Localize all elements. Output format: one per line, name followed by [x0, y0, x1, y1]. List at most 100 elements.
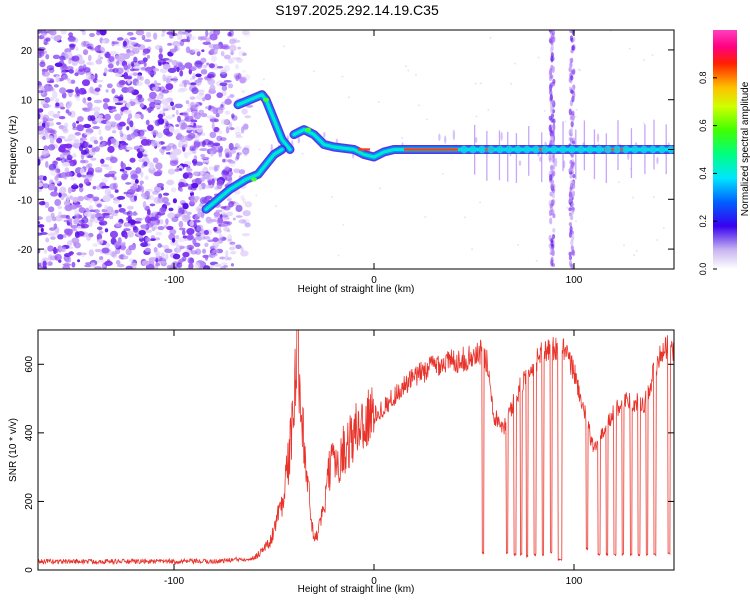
- spectrogram-noise-cell: [109, 121, 117, 126]
- spectrogram-noise-cell: [596, 133, 600, 143]
- spectrogram-noise-cell: [126, 146, 133, 151]
- spectrogram-noise-cell: [167, 212, 176, 219]
- spectrogram-noise-cell: [76, 195, 85, 202]
- spectrogram-noise-cell: [55, 168, 61, 174]
- spectrogram-noise-cell: [40, 232, 48, 235]
- spectrogram-noise-cell: [651, 54, 654, 57]
- spectrogram-noise-cell: [77, 225, 82, 230]
- spectrogram-noise-cell: [137, 74, 142, 80]
- spectrogram-noise-cell: [38, 182, 44, 188]
- spectrogram-noise-cell: [107, 105, 113, 111]
- spectrogram-noise-cell: [98, 128, 102, 136]
- spectrogram-noise-cell: [208, 166, 214, 171]
- spectrogram-noise-cell: [230, 263, 234, 267]
- spectrogram-noise-cell: [95, 79, 104, 83]
- spectrogram-noise-cell: [228, 121, 233, 129]
- track-blob: [478, 145, 486, 154]
- spectrogram-noise-cell: [143, 39, 152, 42]
- spectrogram-noise-cell: [572, 68, 576, 75]
- track-blob: [469, 145, 477, 154]
- spectrogram-noise-cell: [190, 105, 197, 111]
- spectrogram-noise-cell: [213, 211, 221, 217]
- spectrogram-noise-cell: [76, 124, 84, 132]
- spectrogram-noise-cell: [146, 266, 153, 269]
- spectrogram-noise-cell: [61, 149, 70, 153]
- spectrogram-noise-cell: [89, 209, 96, 213]
- spectrogram-noise-cell: [191, 179, 196, 184]
- spectrogram-noise-cell: [570, 245, 574, 251]
- spectrogram-noise-cell: [221, 262, 228, 265]
- spectrogram-noise-cell: [568, 108, 572, 116]
- spectrogram-noise-cell: [550, 248, 554, 256]
- spectrogram-noise-cell: [550, 74, 554, 80]
- spectrogram-noise-cell: [47, 183, 56, 191]
- spectrogram-noise-cell: [104, 260, 113, 267]
- spectrogram-noise-cell: [65, 214, 71, 220]
- spectrogram-noise-cell: [548, 124, 552, 132]
- spectrogram-noise-cell: [572, 173, 576, 179]
- spectrogram-noise-cell: [96, 226, 103, 231]
- spectrogram-noise-cell: [80, 223, 89, 229]
- spectrogram-noise-cell: [168, 207, 174, 212]
- spectrogram-noise-cell: [123, 109, 132, 115]
- spectrogram-noise-cell: [112, 182, 118, 190]
- spectrogram-noise-cell: [231, 37, 238, 41]
- spectrogram-noise-cell: [107, 139, 112, 147]
- spectrogram-noise-cell: [66, 154, 73, 161]
- spectrogram-noise-cell: [161, 98, 170, 105]
- spectrogram-noise-cell: [452, 129, 456, 141]
- spectrogram-noise-cell: [92, 243, 98, 247]
- spectrogram-noise-cell: [77, 259, 81, 263]
- track-blob: [595, 145, 603, 154]
- spectrogram-noise-cell: [514, 62, 517, 65]
- spectrogram-noise-cell: [130, 244, 136, 251]
- spectrogram-noise-cell: [566, 206, 569, 209]
- spectrogram-noise-cell: [127, 188, 136, 195]
- spectrogram-noise-cell: [166, 179, 175, 186]
- spectrogram-noise-cell: [194, 125, 203, 128]
- spectrogram-noise-cell: [53, 231, 60, 235]
- spectrogram-noise-cell: [198, 185, 203, 191]
- spectrogram-noise-cell: [189, 191, 195, 197]
- spectrogram-noise-cell: [221, 43, 229, 47]
- spectrogram-noise-cell: [235, 215, 243, 218]
- spectrogram-noise-cell: [208, 104, 212, 111]
- spectrogram-noise-cell: [129, 157, 136, 163]
- spectrogram-noise-cell: [74, 72, 79, 77]
- spectrogram-noise-cell: [111, 60, 117, 65]
- spectrogram-y-label: Frequency (Hz): [8, 116, 19, 185]
- spectrogram-noise-cell: [100, 164, 110, 167]
- spectrogram-noise-cell: [127, 78, 131, 85]
- spectrogram-noise-cell: [55, 75, 60, 83]
- spectrogram-noise-cell: [183, 151, 189, 159]
- spectrogram-noise-cell: [202, 236, 211, 240]
- spectrogram-noise-cell: [137, 60, 145, 65]
- colorbar-ticks: 0.0 0.2 0.4 0.6 0.8: [698, 72, 717, 276]
- colorbar-tick-label: 0.0: [698, 263, 708, 276]
- spectrogram-noise-cell: [535, 259, 538, 262]
- spectrogram-noise-cell: [241, 232, 250, 237]
- spectrogram-noise-cell: [474, 82, 477, 85]
- snr-y-axis: 0 200 400 600: [24, 356, 674, 573]
- spectrogram-noise-cell: [156, 183, 164, 188]
- spectrogram-noise-cell: [226, 198, 232, 202]
- spectrogram-noise-cell: [146, 237, 151, 242]
- spectrogram-noise-cell: [189, 200, 195, 207]
- spectrogram-noise-cell: [120, 244, 126, 251]
- spectrogram-noise-cell: [127, 113, 133, 120]
- spectrogram-noise-cell: [48, 227, 56, 231]
- spectrogram-noise-cell: [549, 36, 553, 43]
- spectrogram-noise-cell: [407, 69, 410, 72]
- spectrogram-noise-cell: [96, 233, 103, 241]
- spectrogram-noise-cell: [150, 235, 156, 240]
- spectrogram-noise-cell: [195, 73, 202, 78]
- spectrogram-noise-cell: [153, 99, 162, 106]
- spectrogram-noise-cell: [193, 162, 197, 166]
- spectrogram-noise-cell: [60, 157, 67, 164]
- spectrogram-noise-cell: [570, 120, 574, 128]
- spectrogram-noise-cell: [168, 59, 173, 63]
- spectrogram-noise-cell: [221, 214, 229, 218]
- spectrogram-noise-cell: [70, 176, 76, 181]
- spectrogram-noise-cell: [201, 132, 206, 136]
- spectrogram-noise-cell: [87, 220, 93, 227]
